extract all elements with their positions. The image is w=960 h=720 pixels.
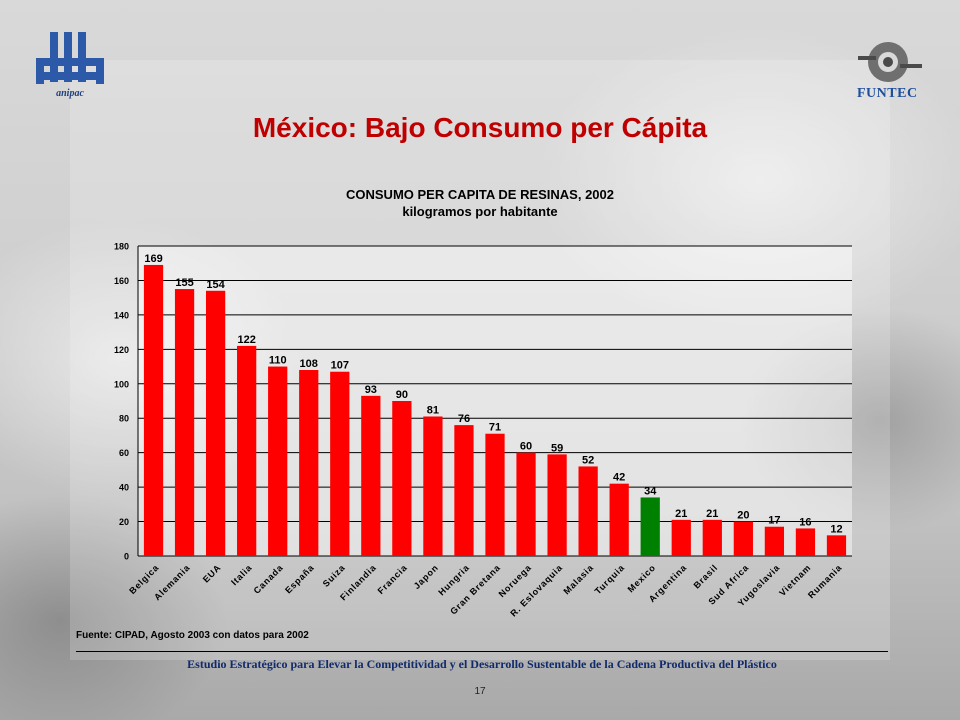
data-label: 42 [613,472,625,484]
bar [671,519,691,556]
y-tick-label: 20 [119,517,129,527]
y-tick-label: 160 [114,276,129,286]
funtec-logo-text: FUNTEC [857,86,918,101]
x-tick-label: Canada [252,562,286,596]
bar [143,264,164,556]
bar [268,366,288,556]
bar [237,345,257,556]
data-label: 108 [300,358,318,370]
bar [609,483,629,556]
y-tick-label: 80 [119,414,129,424]
data-label: 93 [365,384,377,396]
anipac-logo-text: anipac [56,88,84,99]
bar [547,454,567,556]
data-label: 122 [237,334,255,346]
data-label: 20 [737,510,749,522]
data-label: 155 [175,277,193,289]
x-tick-label: Mexico [626,562,658,594]
bar [733,521,753,556]
page-number: 17 [474,686,486,697]
data-label: 76 [458,413,470,425]
y-tick-label: 140 [114,310,129,320]
x-tick-label: Malasia [562,562,596,596]
chart-title: CONSUMO PER CAPITA DE RESINAS, 2002 [346,187,614,202]
bar [299,370,319,556]
bar [361,395,381,556]
data-label: 34 [644,485,657,497]
data-label: 52 [582,454,594,466]
data-label: 154 [206,279,225,291]
footer-divider [76,651,888,652]
footer-text: Estudio Estratégico para Elevar la Compe… [187,657,777,671]
chart-title-block: CONSUMO PER CAPITA DE RESINAS, 2002 kilo… [300,186,660,220]
data-label: 110 [269,355,287,367]
data-label: 12 [830,523,842,535]
bar [516,452,536,556]
x-tick-label: Japon [412,562,441,591]
data-label: 169 [144,253,162,265]
bar [640,497,660,556]
data-label: 21 [675,508,687,520]
bar [174,289,195,556]
y-tick-label: 100 [114,379,129,389]
funtec-logo [858,42,922,82]
anipac-logo: anipac [36,32,104,99]
bar [423,416,443,556]
bar [205,290,226,556]
data-label: 90 [396,389,408,401]
y-tick-label: 0 [124,552,129,562]
data-label: 107 [331,360,349,372]
x-tick-label: EUA [201,562,223,584]
y-tick-label: 60 [119,448,129,458]
x-tick-label: Brasil [692,562,720,590]
bar [578,466,598,556]
y-tick-label: 180 [114,242,129,252]
y-tick-label: 40 [119,483,129,493]
data-label: 81 [427,405,439,417]
bar [330,371,350,556]
slide-title: México: Bajo Consumo per Cápita [252,112,708,143]
x-tick-label: Turquia [593,562,627,596]
bar [826,535,847,556]
x-tick-label: Rumania [806,562,844,600]
bar [454,425,474,556]
bar [764,526,785,556]
data-label: 60 [520,441,532,453]
data-label: 71 [489,422,501,434]
bar [485,433,505,556]
data-label: 59 [551,442,563,454]
data-label: 16 [799,516,811,528]
source-note: Fuente: CIPAD, Agosto 2003 con datos par… [76,630,309,641]
bar [795,528,816,556]
data-label: 17 [768,515,780,527]
chart-subtitle: kilogramos por habitante [402,204,558,219]
y-tick-label: 120 [114,345,129,355]
x-tick-label: Suiza [321,562,348,589]
bar [702,519,722,556]
data-label: 21 [706,508,718,520]
x-tick-label: España [283,562,316,595]
bar [392,401,412,556]
x-tick-label: Italia [229,562,254,587]
x-tick-label: Francia [376,562,410,596]
